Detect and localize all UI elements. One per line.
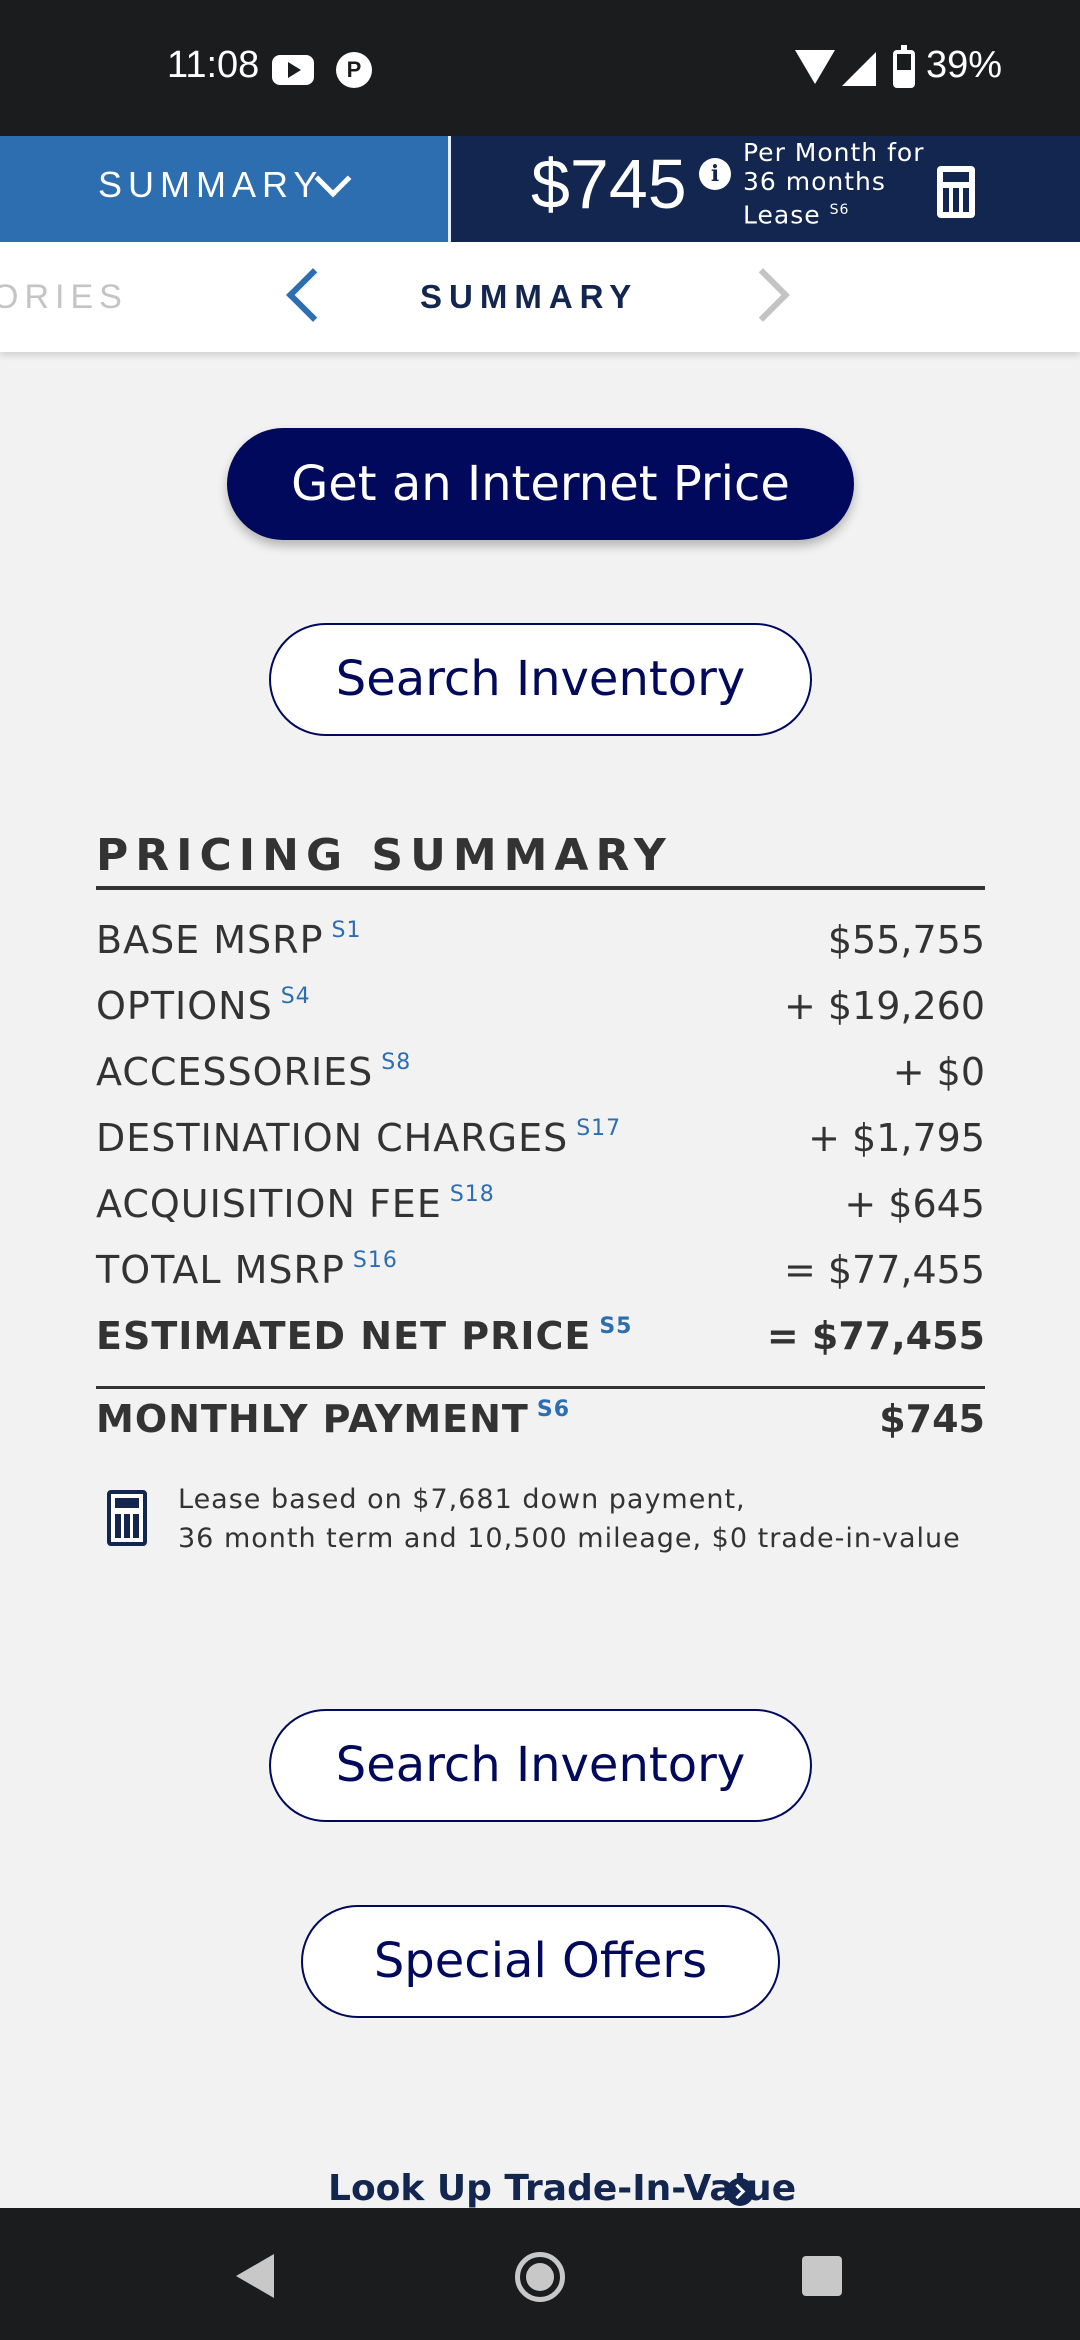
search-inventory-button-2[interactable]: Search Inventory xyxy=(269,1709,812,1822)
price-row-label: TOTAL MSRP S16 xyxy=(96,1248,398,1292)
price-row-label: BASE MSRP S1 xyxy=(96,918,361,962)
price-row-value: + $19,260 xyxy=(783,984,985,1028)
back-icon[interactable] xyxy=(236,2254,274,2298)
recents-icon[interactable] xyxy=(802,2256,842,2296)
price-row-value: + $1,795 xyxy=(808,1116,985,1160)
price-row-label: DESTINATION CHARGES S17 xyxy=(96,1116,621,1160)
monthly-payment-value: $745 xyxy=(879,1397,985,1441)
price-row-value: = $77,455 xyxy=(783,1248,985,1292)
price-note-lease: Lease xyxy=(743,200,821,230)
price-row-label: ESTIMATED NET PRICE S5 xyxy=(96,1314,632,1358)
tab-current: SUMMARY xyxy=(420,278,639,315)
price-row: OPTIONS S4 + $19,260 xyxy=(96,984,985,1044)
lease-details: Lease based on $7,681 down payment, 36 m… xyxy=(178,1480,961,1558)
price-row-label-text: OPTIONS xyxy=(96,984,273,1028)
footnote-ref[interactable]: S6 xyxy=(536,1397,570,1422)
battery-percent: 39% xyxy=(926,44,1003,86)
price-note-line2: 36 months xyxy=(743,167,886,196)
monthly-payment-row: MONTHLY PAYMENT S6 $745 xyxy=(96,1397,985,1457)
monthly-payment-label: MONTHLY PAYMENT S6 xyxy=(96,1397,570,1441)
header-band: SUMMARY $745 i Per Month for 36 months L… xyxy=(0,136,1080,242)
pricing-summary-title: PRICING SUMMARY xyxy=(96,830,673,881)
price-row-label-text: ACQUISITION FEE xyxy=(96,1182,442,1226)
price-row: ACQUISITION FEE S18 + $645 xyxy=(96,1182,985,1242)
price-note-line1: Per Month for xyxy=(743,138,925,167)
monthly-price-box: $745 i Per Month for 36 months Lease S6 xyxy=(451,136,1080,242)
monthly-payment-label-text: MONTHLY PAYMENT xyxy=(96,1397,529,1441)
tab-previous[interactable]: ORIES xyxy=(0,278,128,316)
section-tab-strip: ORIES SUMMARY xyxy=(0,242,1080,352)
status-time: 11:08 xyxy=(167,44,260,86)
price-row-label: OPTIONS S4 xyxy=(96,984,311,1028)
price-note-line3: Lease S6 xyxy=(743,196,924,229)
price-row-label-text: ACCESSORIES xyxy=(96,1050,374,1094)
price-row-value: + $0 xyxy=(892,1050,985,1094)
price-row-value: + $645 xyxy=(844,1182,985,1226)
price-row-net: ESTIMATED NET PRICE S5 = $77,455 xyxy=(96,1314,985,1374)
footnote-ref[interactable]: S16 xyxy=(352,1248,398,1273)
internet-price-button[interactable]: Get an Internet Price xyxy=(227,428,854,540)
wifi-icon xyxy=(795,50,835,84)
monthly-rule xyxy=(96,1386,985,1389)
trade-in-link[interactable]: Look Up Trade-In-Value xyxy=(328,2168,797,2209)
price-row: DESTINATION CHARGES S17 + $1,795 xyxy=(96,1116,985,1176)
price-row-label-text: DESTINATION CHARGES xyxy=(96,1116,569,1160)
header-divider xyxy=(448,136,451,242)
special-offers-button[interactable]: Special Offers xyxy=(301,1905,780,2018)
price-note: Per Month for 36 months Lease S6 xyxy=(743,138,924,229)
system-nav-bar xyxy=(0,2208,1080,2340)
p-app-icon: P xyxy=(336,52,372,88)
price-note-ref: S6 xyxy=(829,202,850,218)
price-row-label: ACCESSORIES S8 xyxy=(96,1050,411,1094)
calculator-icon[interactable] xyxy=(107,1490,147,1546)
search-inventory-button[interactable]: Search Inventory xyxy=(269,623,812,736)
price-row: ACCESSORIES S8 + $0 xyxy=(96,1050,985,1110)
chevron-right-circle-icon[interactable] xyxy=(726,2178,754,2206)
youtube-icon xyxy=(272,55,314,85)
lease-details-line1: Lease based on $7,681 down payment, xyxy=(178,1484,746,1515)
footnote-ref[interactable]: S18 xyxy=(449,1182,495,1207)
footnote-ref[interactable]: S5 xyxy=(599,1314,633,1339)
price-row-value: $55,755 xyxy=(827,918,985,962)
info-icon[interactable]: i xyxy=(699,158,731,190)
calculator-icon[interactable] xyxy=(937,166,975,218)
home-icon[interactable] xyxy=(515,2252,565,2302)
signal-icon xyxy=(842,52,876,86)
footnote-ref[interactable]: S1 xyxy=(331,918,362,943)
section-dropdown[interactable]: SUMMARY xyxy=(0,136,448,242)
price-row-label-text: ESTIMATED NET PRICE xyxy=(96,1314,592,1358)
price-row: TOTAL MSRP S16 = $77,455 xyxy=(96,1248,985,1308)
footnote-ref[interactable]: S8 xyxy=(381,1050,412,1075)
price-row: BASE MSRP S1 $55,755 xyxy=(96,918,985,978)
battery-icon xyxy=(893,45,915,88)
price-row-label-text: TOTAL MSRP xyxy=(96,1248,345,1292)
footnote-ref[interactable]: S4 xyxy=(280,984,311,1009)
price-row-label: ACQUISITION FEE S18 xyxy=(96,1182,495,1226)
chevron-left-icon[interactable] xyxy=(286,268,340,322)
monthly-price: $745 xyxy=(531,145,687,223)
status-bar: 11:08 P 39% xyxy=(0,0,1080,136)
price-row-label-text: BASE MSRP xyxy=(96,918,324,962)
chevron-right-icon[interactable] xyxy=(736,268,790,322)
price-row-value: = $77,455 xyxy=(766,1314,985,1358)
lease-details-line2: 36 month term and 10,500 mileage, $0 tra… xyxy=(178,1523,961,1554)
section-dropdown-label: SUMMARY xyxy=(98,164,324,205)
footnote-ref[interactable]: S17 xyxy=(576,1116,622,1141)
pricing-summary-rule xyxy=(96,886,985,890)
